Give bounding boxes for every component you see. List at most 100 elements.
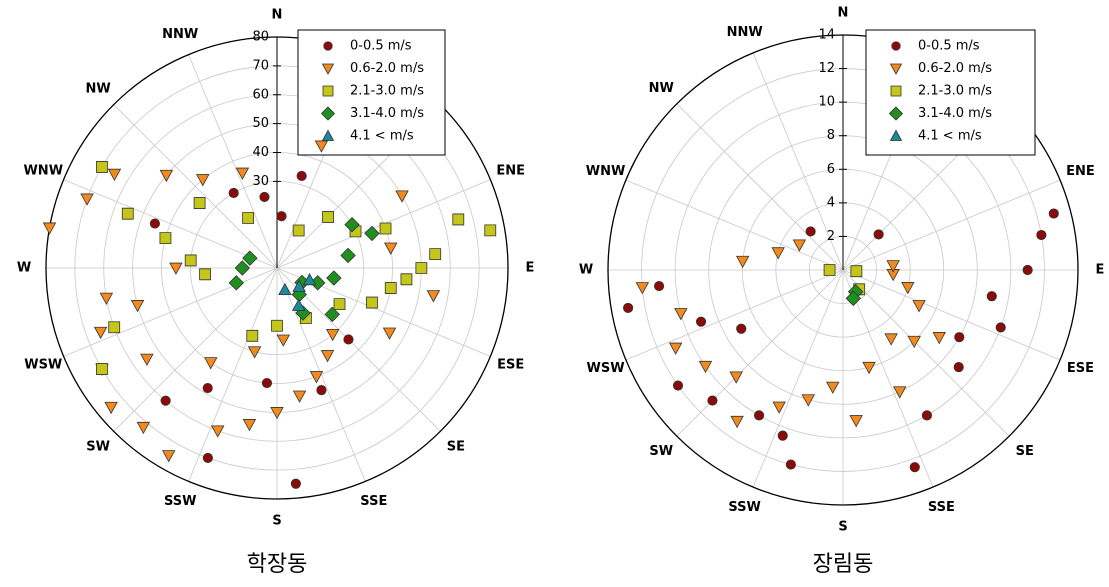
point xyxy=(228,187,239,199)
point xyxy=(333,298,346,310)
point xyxy=(735,255,750,269)
point xyxy=(96,363,108,375)
point xyxy=(850,265,863,278)
legend-marker xyxy=(891,41,901,51)
point xyxy=(429,248,442,261)
point xyxy=(823,264,836,276)
legend-marker xyxy=(888,106,904,121)
spoke xyxy=(676,269,844,437)
legend-label: 3.1-4.0 m/s xyxy=(918,106,992,121)
point xyxy=(242,419,257,432)
legend-marker xyxy=(320,106,336,121)
polar-chart: N ENE E ESE SE SSE S SSW SW WSW W WNW NW NNW 2 4 6 8 10 12 1… xyxy=(579,6,1105,578)
point xyxy=(826,381,840,394)
point xyxy=(400,273,413,286)
point xyxy=(986,291,997,302)
point xyxy=(909,462,920,473)
direction-label: N xyxy=(272,8,283,23)
point xyxy=(912,300,926,313)
point xyxy=(292,390,307,403)
point xyxy=(907,335,921,349)
legend-marker xyxy=(321,129,335,141)
point xyxy=(316,385,327,396)
direction-label: SSW xyxy=(728,500,760,515)
point xyxy=(108,321,121,334)
direction-label: SSE xyxy=(360,494,387,509)
point xyxy=(777,430,788,441)
point xyxy=(202,452,213,464)
spoke xyxy=(842,179,1061,271)
point xyxy=(259,191,270,202)
point xyxy=(772,401,786,414)
point xyxy=(849,415,863,428)
spoke xyxy=(842,269,1061,361)
point xyxy=(247,346,262,359)
point xyxy=(104,401,118,415)
point xyxy=(1036,229,1047,241)
point xyxy=(290,478,301,489)
point xyxy=(136,421,151,435)
point xyxy=(211,425,225,438)
r-tick-label: 2 xyxy=(827,229,835,244)
direction-label: WNW xyxy=(23,164,63,179)
point xyxy=(452,213,465,226)
spoke xyxy=(625,269,844,361)
point xyxy=(80,193,94,206)
direction-label: SE xyxy=(447,439,465,454)
point xyxy=(698,360,713,374)
point xyxy=(159,169,174,183)
point xyxy=(884,333,898,346)
r-tick-label: 12 xyxy=(818,61,835,76)
r-tick-label: 4 xyxy=(827,195,835,210)
point xyxy=(276,334,291,347)
point xyxy=(364,225,380,242)
point xyxy=(785,459,796,470)
point xyxy=(169,262,183,275)
point xyxy=(921,410,933,421)
point xyxy=(228,275,245,291)
point xyxy=(278,282,292,296)
point xyxy=(695,316,707,327)
point xyxy=(382,327,397,340)
r-tick-label: 50 xyxy=(252,116,269,131)
point xyxy=(395,190,409,203)
direction-label: ENE xyxy=(1066,164,1095,179)
point xyxy=(325,329,340,342)
point xyxy=(730,415,744,429)
r-tick-label: 80 xyxy=(252,30,269,45)
point xyxy=(873,229,884,240)
direction-label: SSW xyxy=(164,494,196,509)
point xyxy=(344,216,360,233)
chart-title: 학장동 xyxy=(247,552,308,577)
direction-label: WSW xyxy=(587,361,625,376)
point xyxy=(199,268,211,281)
legend-marker xyxy=(889,129,903,141)
legend-label: 2.1-3.0 m/s xyxy=(350,84,424,99)
point xyxy=(1048,208,1059,219)
point xyxy=(484,224,497,237)
point xyxy=(184,254,197,267)
direction-label: W xyxy=(579,263,593,278)
point xyxy=(862,361,876,375)
point xyxy=(159,232,172,245)
point xyxy=(42,222,57,235)
direction-label: NNW xyxy=(727,25,763,40)
direction-label: ENE xyxy=(496,164,525,179)
point xyxy=(261,377,273,389)
legend-label: 2.1-3.0 m/s xyxy=(918,84,992,99)
direction-label: W xyxy=(17,261,31,276)
point xyxy=(736,323,747,334)
point xyxy=(792,239,807,252)
legend-box xyxy=(297,29,446,156)
point xyxy=(753,410,765,421)
legend-label: 0.6-2.0 m/s xyxy=(350,61,424,76)
point xyxy=(161,450,176,463)
point xyxy=(107,168,122,182)
point xyxy=(193,197,206,209)
point xyxy=(196,174,210,187)
r-tick-label: 70 xyxy=(252,58,269,73)
point xyxy=(1022,264,1033,276)
point xyxy=(160,395,171,406)
direction-label: WSW xyxy=(24,357,62,372)
point xyxy=(292,224,305,237)
